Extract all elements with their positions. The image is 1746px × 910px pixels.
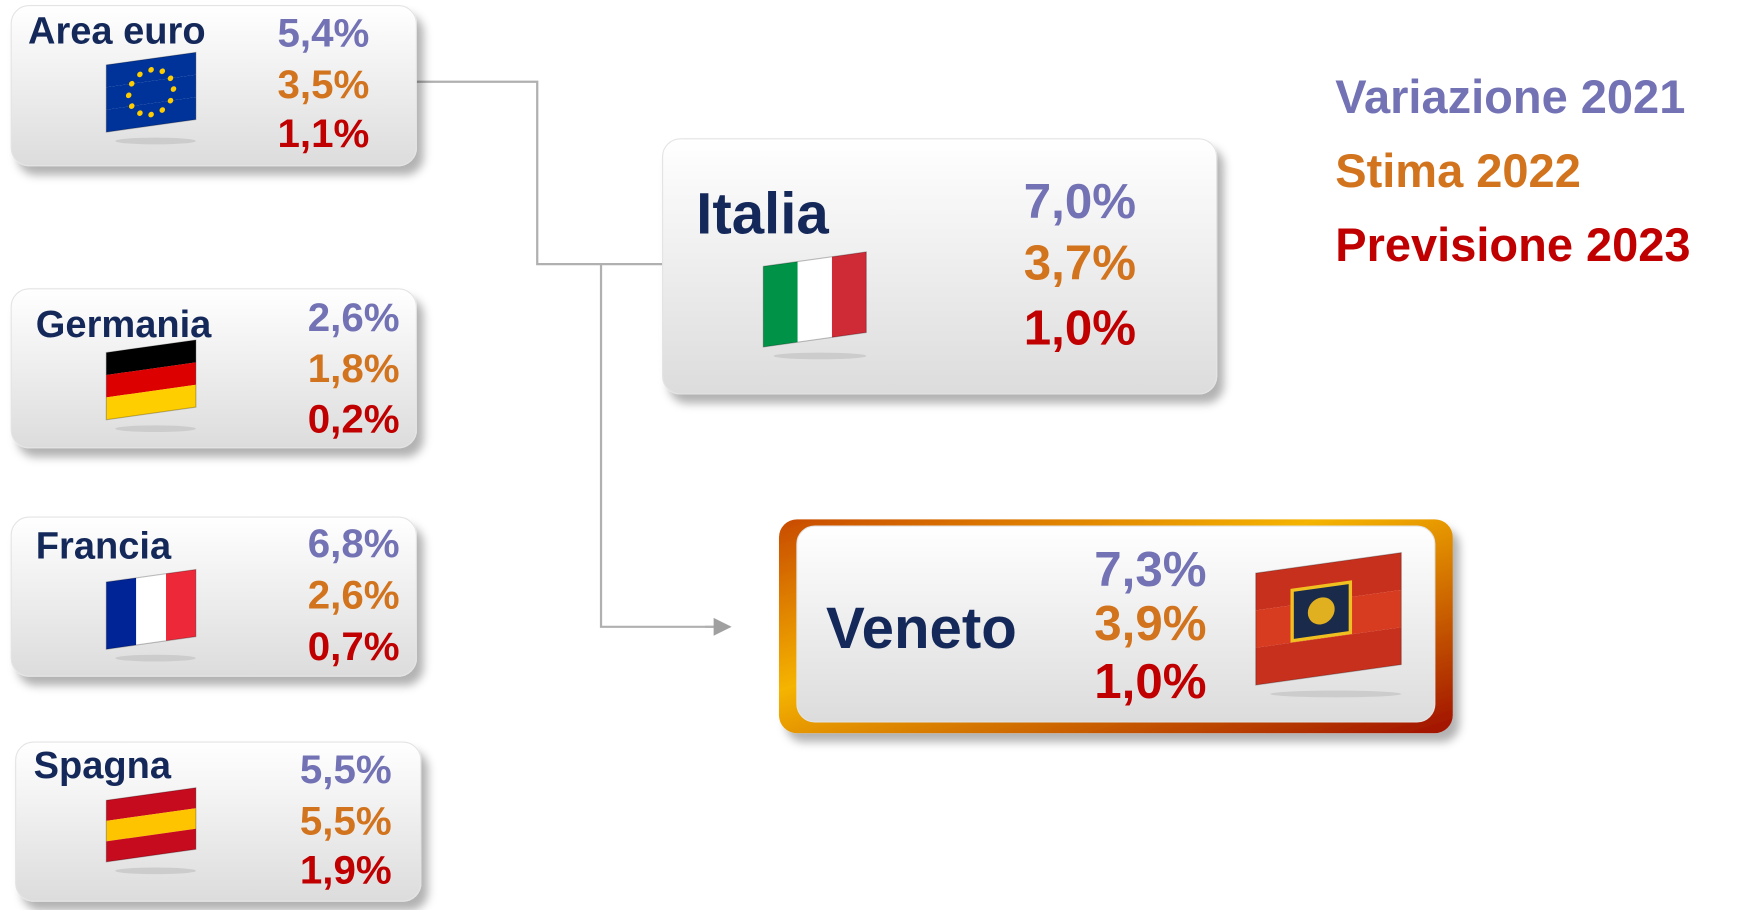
node-box: [15, 741, 422, 902]
connectors: [416, 80, 732, 636]
flag-star: [137, 110, 143, 116]
flag-shadow: [1270, 690, 1402, 698]
node-label: Italia: [696, 182, 829, 247]
flag-star: [167, 97, 174, 104]
flag-star: [137, 71, 143, 78]
flag-star: [170, 86, 177, 92]
node: Francia 6,8% 2,6% 0,7%: [10, 516, 417, 677]
flag-stripe: [136, 573, 167, 646]
node-value: 5,4%: [278, 10, 370, 55]
node-label: Area euro: [28, 11, 206, 53]
node: Spagna 5,5% 5,5% 1,9%: [15, 741, 422, 902]
flag-stripe: [166, 569, 196, 641]
flag-stripe: [763, 261, 798, 347]
flag-outline: [105, 568, 197, 650]
node-value: 0,7%: [308, 624, 400, 669]
node-value: 5,5%: [300, 798, 392, 843]
flag-stripe: [106, 828, 196, 862]
flag-shadow: [115, 867, 196, 875]
legend-entry: Variazione 2021: [1335, 70, 1685, 123]
flag-star: [159, 68, 166, 75]
flag-outline: [762, 251, 867, 348]
node-value: 1,9%: [300, 848, 392, 893]
node-value: 2,6%: [308, 295, 400, 340]
node-value: 2,6%: [308, 572, 400, 617]
flag-shadow: [115, 137, 196, 145]
flag-shadow: [115, 425, 196, 433]
flag-star: [159, 107, 166, 113]
flag: [105, 568, 197, 650]
flag-star: [148, 66, 154, 73]
node: Germania 2,6% 1,8% 0,2%: [10, 288, 417, 449]
node-value: 1,0%: [1094, 654, 1206, 709]
flag-stripe: [106, 384, 196, 420]
flag-outline: [105, 51, 197, 133]
node-value: 5,5%: [300, 747, 392, 792]
connector: [416, 80, 663, 266]
flag-stripe: [1255, 627, 1402, 686]
node-value: 1,8%: [308, 346, 400, 391]
connector: [599, 264, 728, 628]
flag: [105, 51, 197, 133]
node: Veneto 7,3%3,9%1,0%: [778, 519, 1453, 734]
node-value: 3,9%: [1094, 596, 1206, 651]
legend: Variazione 2021 Stima 2022 Previsione 2023: [1335, 70, 1690, 271]
flag-stripe: [106, 362, 196, 398]
flag-star: [148, 111, 154, 118]
flag-stripe: [797, 256, 832, 343]
flag-outline: [105, 787, 197, 863]
flag-stripe: [106, 577, 137, 650]
flag: [762, 251, 867, 348]
flag-lion: [1307, 597, 1335, 625]
node-value: 3,5%: [278, 62, 370, 107]
node-label: Germania: [36, 304, 212, 346]
flag-stripe: [106, 339, 196, 375]
flag-stripe: [106, 74, 196, 110]
node-value: 1,0%: [1024, 300, 1136, 355]
flag-star: [125, 92, 132, 99]
flag-stripe: [106, 808, 196, 842]
flag-outline: [105, 339, 197, 421]
node-label: Francia: [36, 526, 172, 568]
flag-shadow: [115, 654, 196, 662]
node: Italia 7,0% 3,7% 1,0%: [662, 138, 1218, 395]
flag-stripe: [831, 251, 867, 338]
flag-star: [128, 80, 135, 87]
node-label: Spagna: [34, 745, 172, 787]
node-value: 7,3%: [1094, 542, 1206, 597]
node-value: 3,7%: [1024, 235, 1136, 290]
node-value: 1,1%: [278, 111, 370, 156]
legend-entry: Stima 2022: [1335, 144, 1581, 197]
node-value: 6,8%: [308, 521, 400, 566]
node: Area euro 5,4% 3,5%1,1%: [10, 5, 417, 167]
flag-outline: [1255, 551, 1402, 686]
node-value: 7,0%: [1024, 174, 1136, 229]
flag-shadow: [773, 352, 867, 360]
flag: [105, 339, 197, 421]
node-label: Veneto: [826, 596, 1017, 661]
flag: [105, 787, 197, 863]
flag-stripe: [106, 787, 196, 821]
legend-entry: Previsione 2023: [1335, 218, 1690, 271]
flag-star: [167, 75, 174, 82]
node-value: 0,2%: [308, 397, 400, 442]
flag-star: [128, 103, 135, 109]
flag: [1255, 551, 1402, 686]
